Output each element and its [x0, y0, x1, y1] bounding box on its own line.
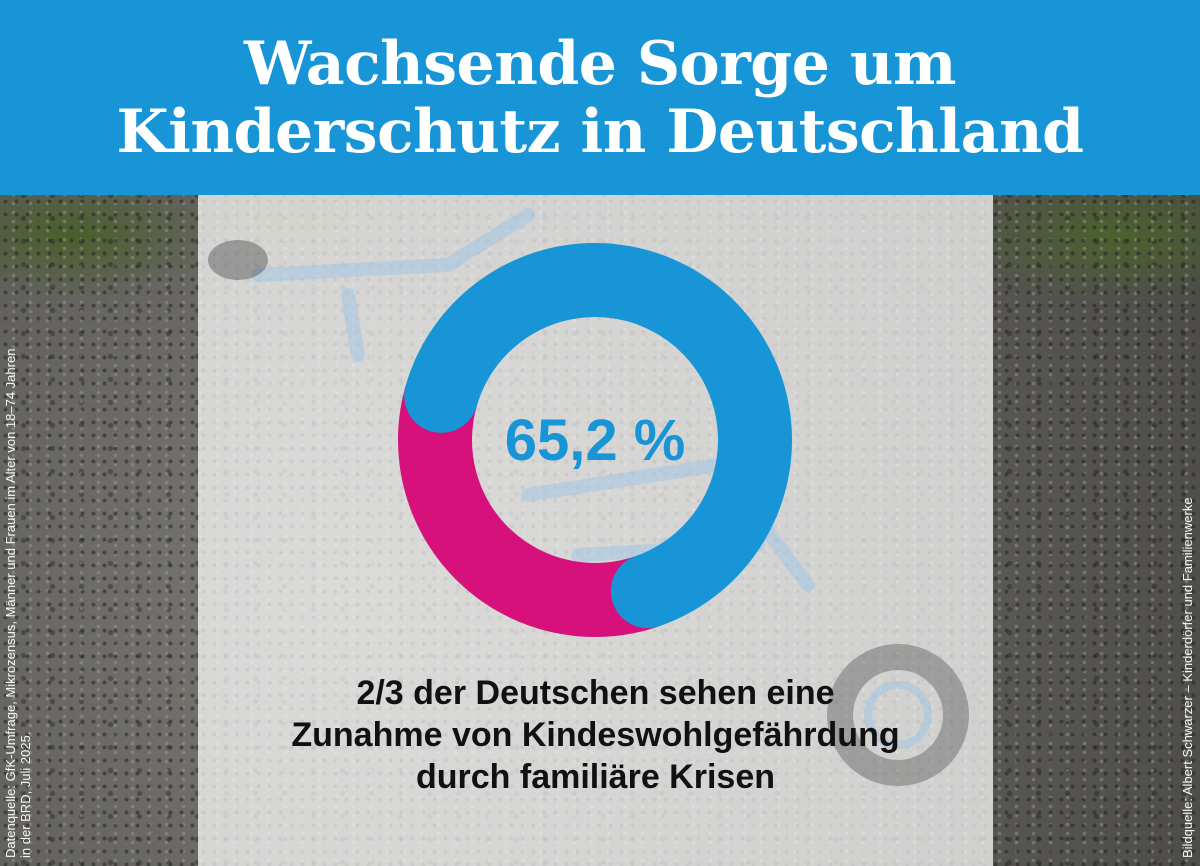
caption-line-2: Zunahme von Kindeswohlgefährdung [291, 716, 900, 754]
donut-slice-blue-cap-start [404, 358, 479, 433]
donut-slice-blue [405, 243, 792, 626]
caption-line-3: durch familiäre Krisen [415, 758, 775, 796]
data-source-note: Datenquelle: GfK-Umfrage, Mikrozensus, M… [3, 349, 33, 858]
header-band: Wachsende Sorge um Kinderschutz in Deuts… [0, 0, 1200, 195]
donut-slice-magenta [398, 385, 661, 637]
data-source-line-1: Datenquelle: GfK-Umfrage, Mikrozensus, M… [3, 348, 18, 858]
page-title-line-2: Kinderschutz in Deutschland [116, 96, 1084, 167]
donut-chart [398, 243, 792, 637]
chart-panel: 65,2 % 2/3 der Deutschen sehen eine Zuna… [198, 195, 993, 866]
caption-line-1: 2/3 der Deutschen sehen eine [356, 674, 835, 712]
donut-slice-blue-cap-end [610, 554, 685, 629]
page-title-line-1: Wachsende Sorge um [244, 28, 956, 99]
chart-caption: 2/3 der Deutschen sehen eine Zunahme von… [198, 672, 993, 798]
image-source-note: Bildquelle: Albert Schwarzer – Kinderdör… [1180, 497, 1195, 858]
data-source-line-2: in der BRD, Juli 2025. [18, 731, 33, 858]
